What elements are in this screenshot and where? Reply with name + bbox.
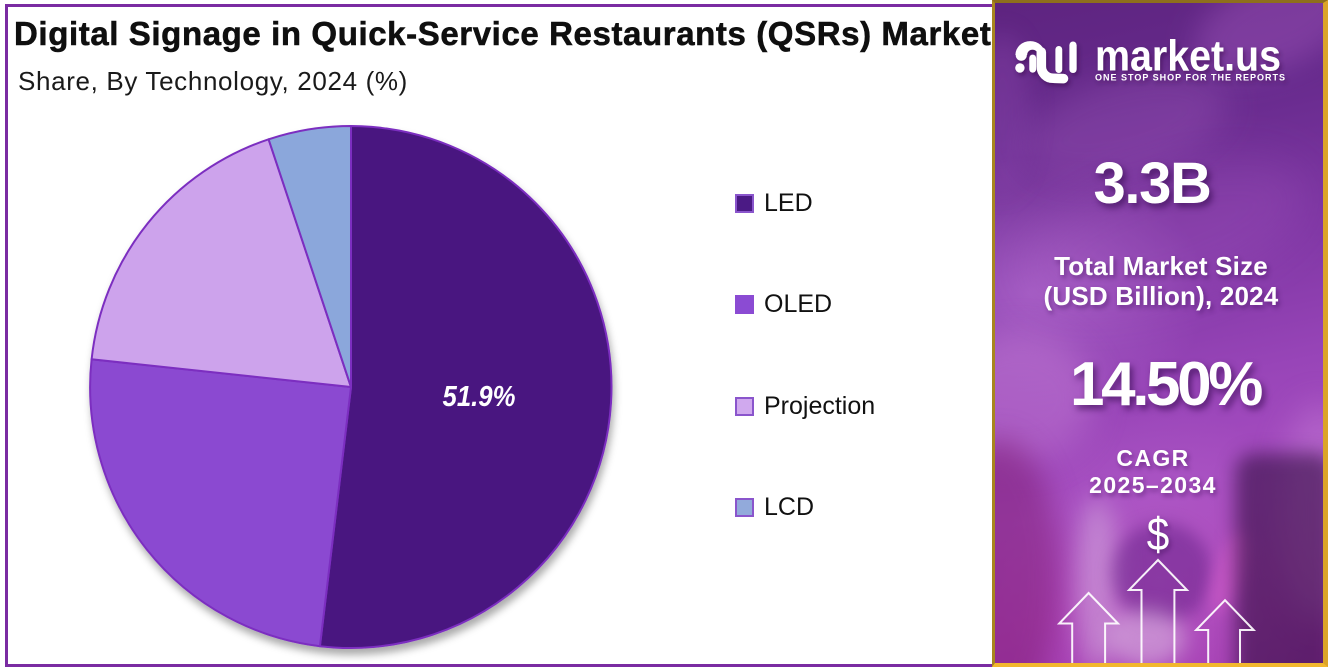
svg-text:ONE STOP SHOP FOR THE REPORTS: ONE STOP SHOP FOR THE REPORTS (1095, 72, 1286, 82)
svg-text:market.us: market.us (1095, 32, 1281, 81)
svg-text:51.9%: 51.9% (443, 381, 516, 413)
